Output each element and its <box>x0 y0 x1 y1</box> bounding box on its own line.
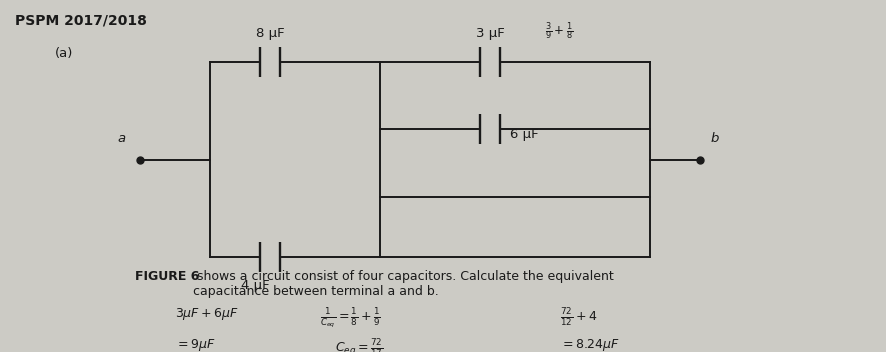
Text: 8 μF: 8 μF <box>255 27 284 40</box>
Text: $\frac{1}{C_{eq}}=\frac{1}{8}+\frac{1}{9}$: $\frac{1}{C_{eq}}=\frac{1}{8}+\frac{1}{9… <box>320 306 380 330</box>
Text: $\frac{72}{12}+4$: $\frac{72}{12}+4$ <box>559 306 596 328</box>
Text: (a): (a) <box>55 47 74 60</box>
Text: 4 μF: 4 μF <box>240 279 269 292</box>
Text: FIGURE 6: FIGURE 6 <box>135 270 199 283</box>
Text: 3 μF: 3 μF <box>475 27 504 40</box>
Text: a: a <box>118 132 126 145</box>
Text: $C_{eq}=\frac{72}{17}$: $C_{eq}=\frac{72}{17}$ <box>335 337 383 352</box>
Text: b: b <box>710 132 719 145</box>
Text: shows a circuit consist of four capacitors. Calculate the equivalent
capacitance: shows a circuit consist of four capacito… <box>193 270 613 298</box>
Text: $=9\mu F$: $=9\mu F$ <box>175 337 215 352</box>
Text: PSPM 2017/2018: PSPM 2017/2018 <box>15 14 147 28</box>
Text: $3\mu F+6\mu F$: $3\mu F+6\mu F$ <box>175 306 238 322</box>
Text: $\frac{3}{9}+\frac{1}{8}$: $\frac{3}{9}+\frac{1}{8}$ <box>544 20 572 42</box>
Text: $=8.24\mu F$: $=8.24\mu F$ <box>559 337 619 352</box>
Text: 6 μF: 6 μF <box>509 128 538 141</box>
